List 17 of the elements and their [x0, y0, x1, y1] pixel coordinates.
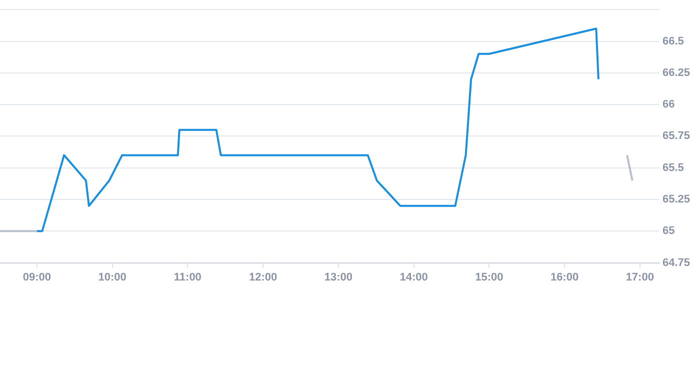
y-tick-label: 65.75	[662, 130, 690, 142]
x-tick-label: 16:00	[550, 271, 579, 284]
y-tick-label: 66	[662, 98, 675, 111]
y-tick-label: 65.25	[662, 194, 690, 206]
x-tick-label: 13:00	[324, 271, 352, 284]
x-tick-label: 11:00	[174, 271, 202, 284]
y-tick-label: 65.5	[662, 162, 684, 174]
x-tick-label: 10:00	[98, 271, 126, 284]
x-tick-label: 17:00	[626, 271, 654, 284]
y-tick-label: 64.75	[662, 256, 690, 269]
x-tick-label: 15:00	[475, 271, 504, 284]
y-tick-label: 66.5	[662, 35, 684, 48]
x-tick-label: 12:00	[248, 271, 278, 284]
x-tick-label: 09:00	[22, 271, 51, 284]
y-tick-label: 66.25	[662, 66, 690, 79]
y-tick-label: 65	[662, 225, 675, 238]
x-tick-label: 14:00	[400, 271, 428, 284]
